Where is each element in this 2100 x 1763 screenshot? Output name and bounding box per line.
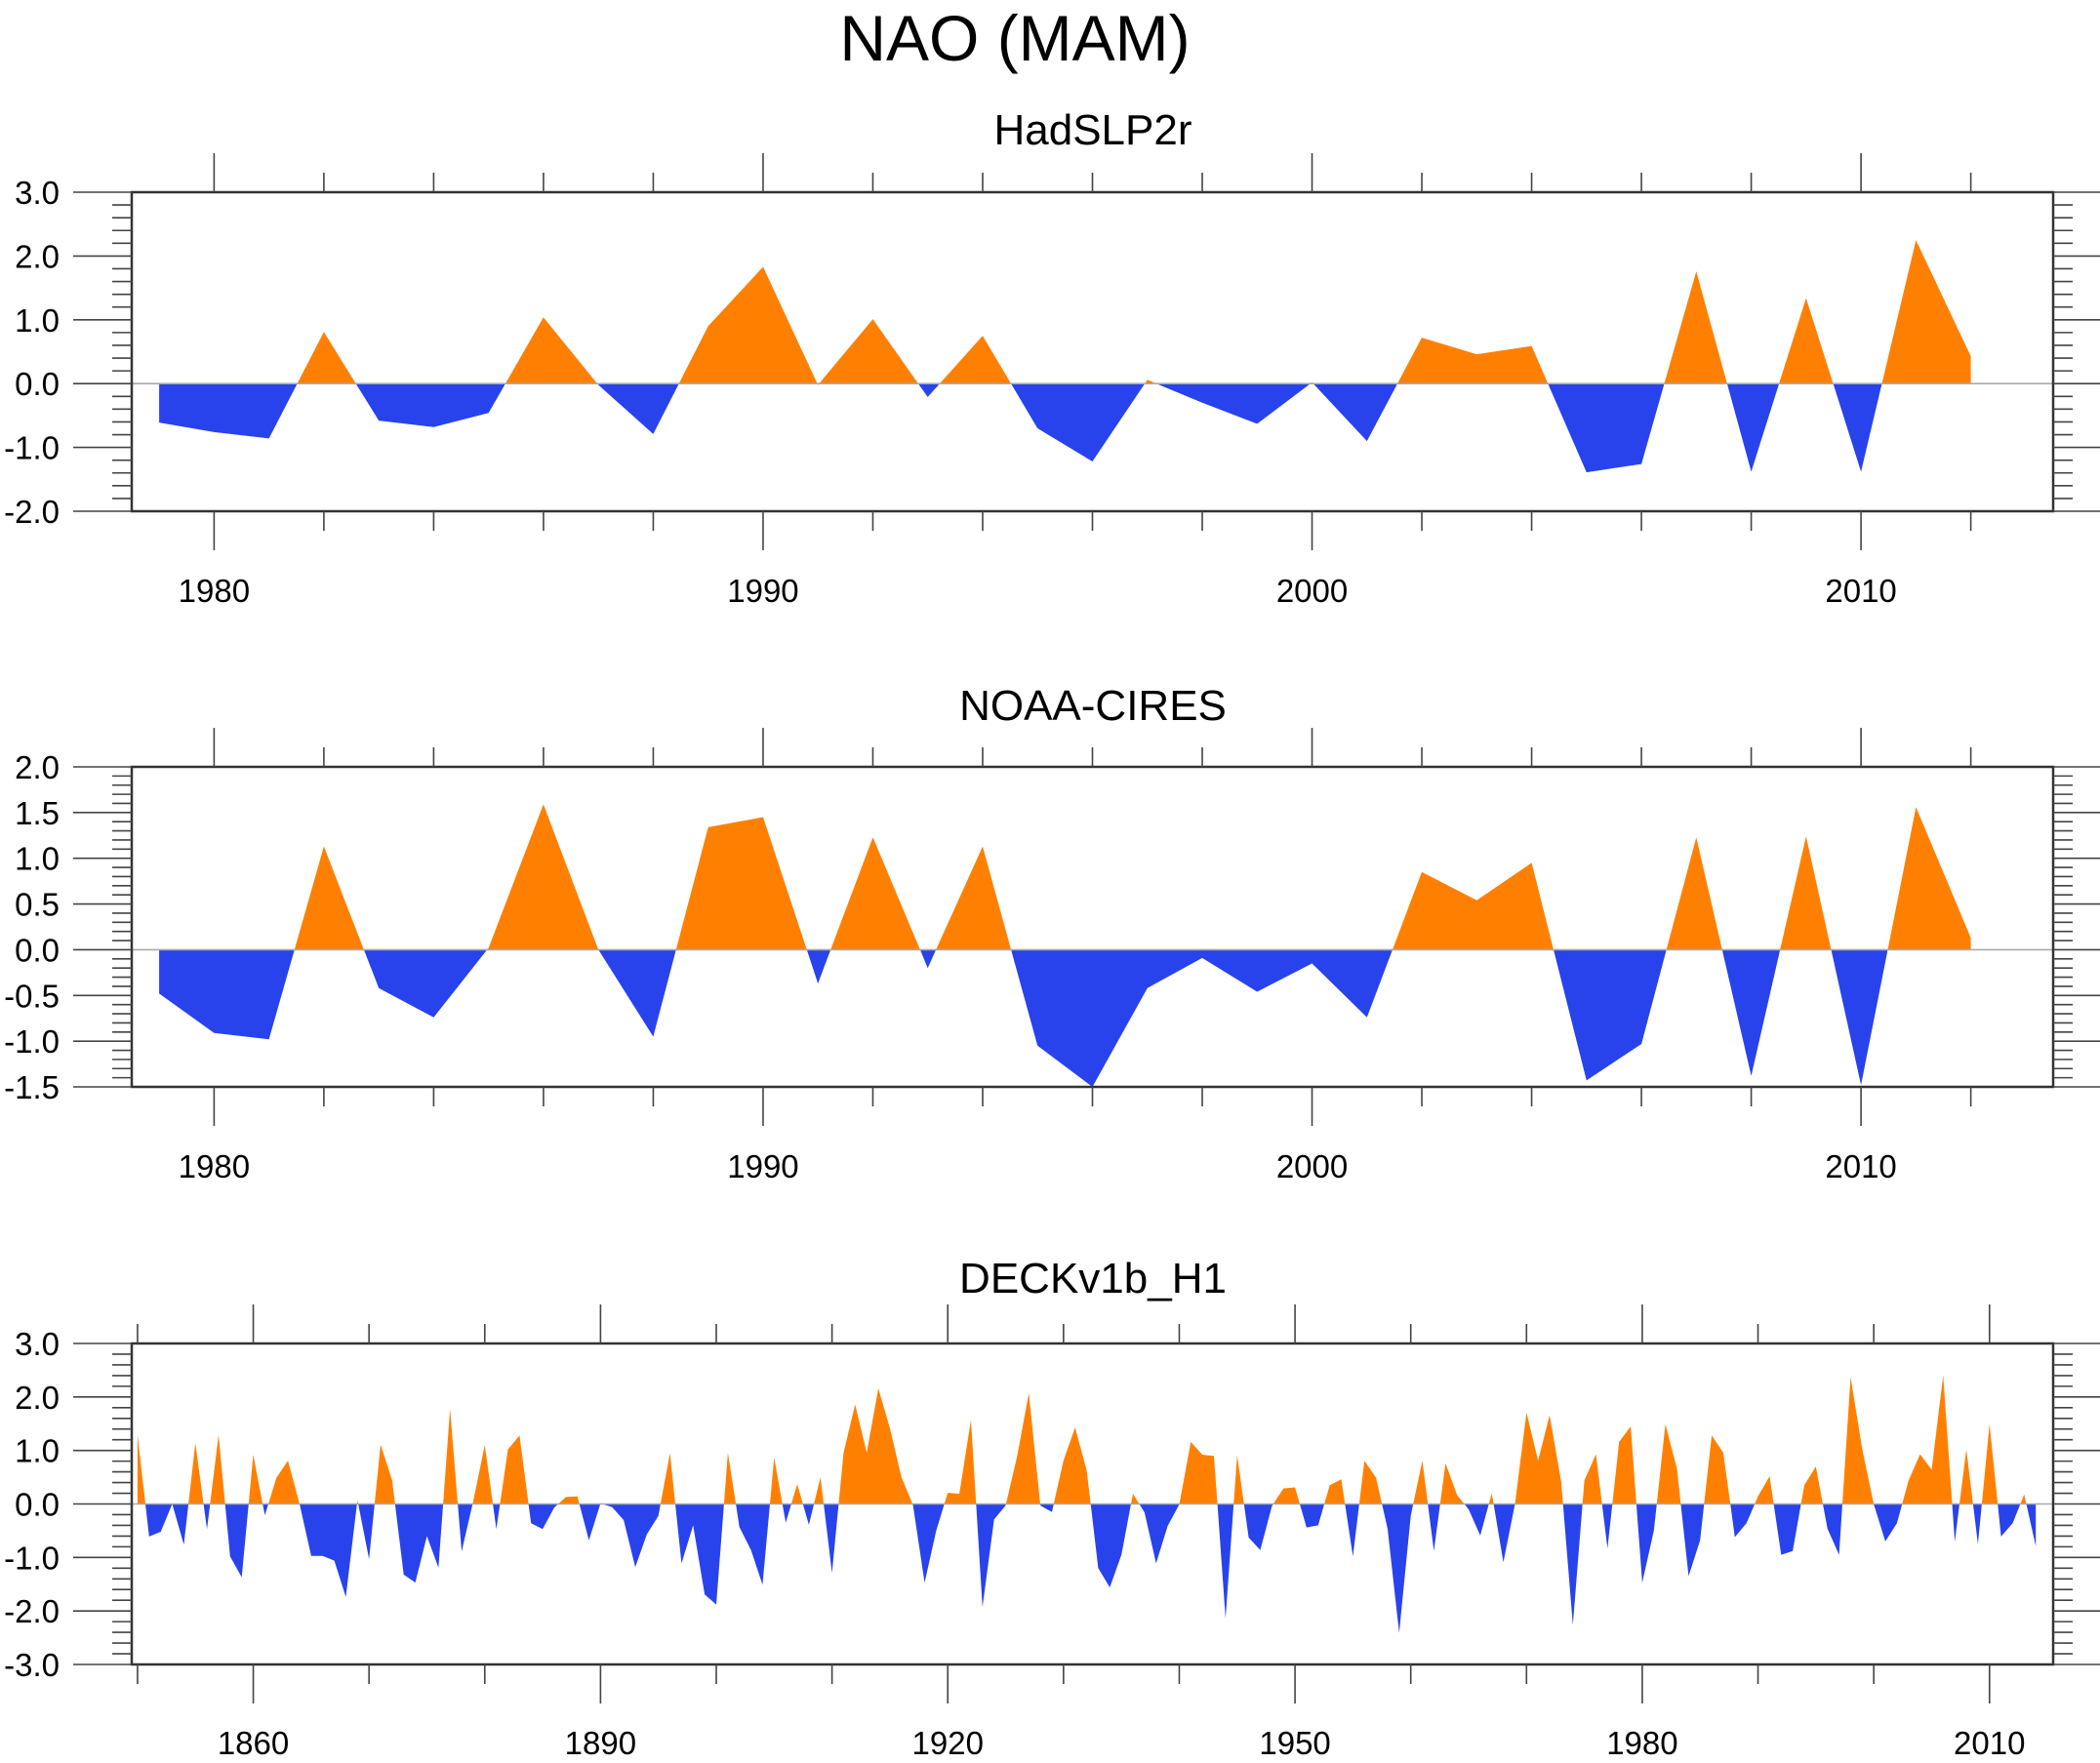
y-tick-label: 1.0: [15, 1433, 60, 1469]
panel-deckv1b-h1: DECKv1b_H1 -3.0 -2.0 -1.0 0.0 1.0 2.0 3.0 1860 1…: [4, 1255, 2100, 1761]
x-tick-label: 1860: [218, 1725, 289, 1761]
x-tick-label: 1980: [1606, 1725, 1677, 1761]
y-tick-label: -0.5: [4, 978, 60, 1014]
x-tick-label: 1990: [727, 573, 798, 609]
panel-hadslp2r: HadSLP2r -2.0 -1.0 0.0 1.0 2.0 3.0 1980 1990 200…: [4, 106, 2100, 609]
x-tick-label: 1980: [179, 1148, 250, 1184]
y-tick-label: -2.0: [4, 1593, 60, 1629]
x-tick-label: 1890: [565, 1725, 636, 1761]
y-tick-label: 2.0: [15, 1380, 60, 1416]
x-tick-label: 2010: [1954, 1725, 2025, 1761]
x-tick-label: 2010: [1825, 1148, 1896, 1184]
x-tick-label: 2000: [1276, 1148, 1348, 1184]
y-tick-label: -1.0: [4, 430, 60, 466]
x-tick-label: 2010: [1825, 573, 1896, 609]
y-tick-label: -2.0: [4, 494, 60, 530]
panel-title: NOAA-CIRES: [959, 682, 1227, 730]
figure-title: NAO (MAM): [839, 2, 1190, 74]
y-tick-label: 0.0: [15, 932, 60, 968]
y-tick-label: 0.0: [15, 1487, 60, 1523]
y-tick-label: 0.0: [15, 366, 60, 402]
y-tick-label: 2.0: [15, 749, 60, 785]
negative-area: [137, 1503, 2037, 1633]
x-tick-label: 1990: [727, 1148, 798, 1184]
panel-noaa-cires: NOAA-CIRES -1.5 -1.0 -0.5 0.0 0.5 1.0 1.5 2.0 19…: [4, 682, 2100, 1184]
x-tick-label: 2000: [1276, 573, 1348, 609]
x-tick-label: 1980: [179, 573, 250, 609]
y-tick-label: 1.5: [15, 795, 60, 831]
y-tick-label: -1.0: [4, 1023, 60, 1060]
positive-area: [159, 240, 1971, 384]
plot-frame: [130, 190, 2055, 513]
y-tick-label: 1.0: [15, 841, 60, 877]
positive-area: [137, 1375, 2037, 1504]
negative-area: [159, 383, 1971, 473]
positive-area: [159, 804, 1971, 950]
negative-area: [159, 949, 1971, 1087]
panel-title: HadSLP2r: [993, 106, 1191, 154]
y-tick-label: 2.0: [15, 238, 60, 274]
y-tick-label: 3.0: [15, 175, 60, 211]
y-tick-label: 0.5: [15, 887, 60, 923]
y-tick-label: 1.0: [15, 302, 60, 339]
panel-title: DECKv1b_H1: [959, 1255, 1227, 1302]
y-tick-label: -1.0: [4, 1540, 60, 1576]
y-tick-label: 3.0: [15, 1326, 60, 1362]
x-tick-label: 1920: [912, 1725, 984, 1761]
y-tick-label: -3.0: [4, 1647, 60, 1683]
y-tick-label: -1.5: [4, 1069, 60, 1105]
x-tick-label: 1950: [1259, 1725, 1330, 1761]
